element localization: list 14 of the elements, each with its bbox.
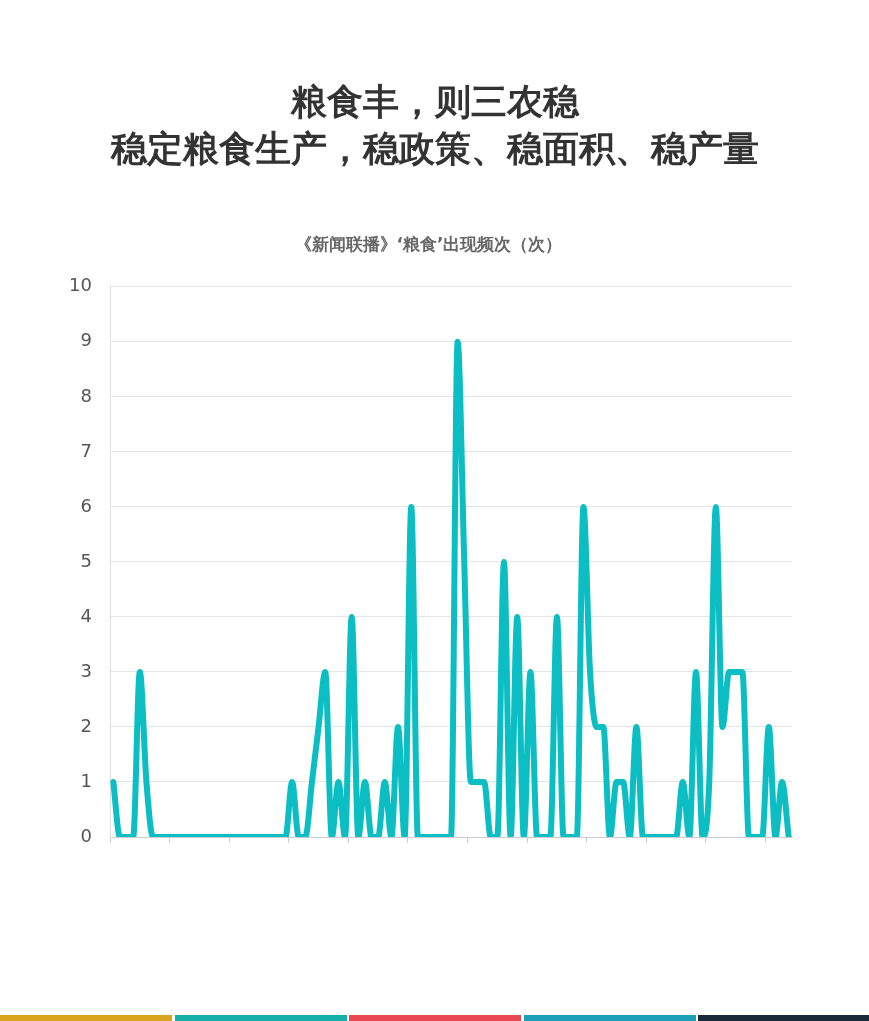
y-tick-label: 7: [80, 439, 92, 461]
y-tick-label: 6: [80, 494, 92, 516]
chart-title: 粮食丰，则三农稳: [289, 80, 581, 124]
text: 《新闻联播》‘粮食’出现频次（次）: [293, 233, 564, 256]
y-tick-label: 3: [80, 659, 92, 681]
y-tick-label: 0: [80, 824, 92, 846]
y-tick-label: 5: [80, 549, 92, 571]
y-tick-label: 4: [80, 604, 92, 626]
y-tick-label: 8: [80, 384, 92, 406]
y-tick-label: 1: [80, 769, 92, 791]
y-tick-label: 9: [80, 329, 92, 351]
y-tick-label: 2: [80, 714, 92, 736]
y-tick-label: 10: [69, 274, 92, 296]
chart-subtitle: 稳定粮食生产，稳政策、稳面积、稳产量: [109, 127, 760, 171]
